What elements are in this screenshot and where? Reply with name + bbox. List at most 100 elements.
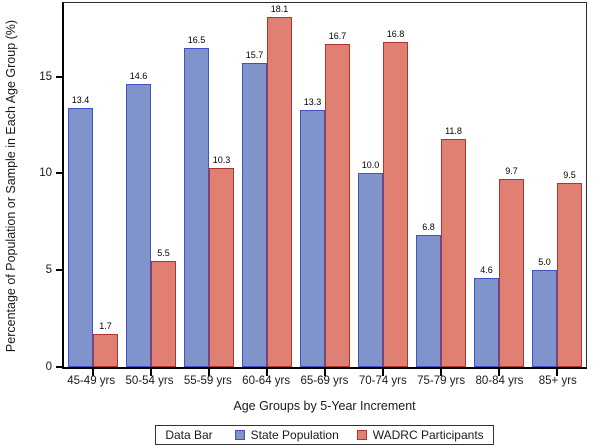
x-tick xyxy=(382,369,384,376)
value-label: 14.6 xyxy=(129,71,148,82)
bar-state-population xyxy=(300,109,325,367)
bar-wadrc-participants xyxy=(325,43,350,367)
value-label: 5.5 xyxy=(157,247,170,258)
legend-title: Data Bar xyxy=(165,428,213,442)
barwrap: 10.3 xyxy=(209,3,234,367)
legend-entry-wadrc-participants: WADRC Participants xyxy=(356,428,484,442)
value-label: 11.8 xyxy=(445,125,462,136)
bar-group-60-64-yrs: 15.7 18.1 xyxy=(238,3,296,367)
x-tick-label: 70-74 yrs xyxy=(358,375,407,387)
value-label: 6.8 xyxy=(422,222,435,233)
legend-entry-state-population: State Population xyxy=(234,428,339,442)
value-label: 13.3 xyxy=(303,96,322,107)
bar-group-85+-yrs: 5.0 9.5 xyxy=(528,3,586,367)
x-tick-label: 85+ yrs xyxy=(538,375,577,387)
value-label: 9.7 xyxy=(505,166,518,177)
x-tick xyxy=(150,369,152,376)
x-tick-label: 65-69 yrs xyxy=(300,375,349,387)
x-axis-labels: 45-49 yrs 50-54 yrs 55-59 yrs 60-64 yrs 65-6… xyxy=(62,375,587,387)
barwrap: 6.8 xyxy=(416,3,441,367)
value-label: 5.0 xyxy=(538,257,551,268)
value-label: 10.3 xyxy=(212,154,231,165)
barwrap: 14.6 xyxy=(126,3,151,367)
bar-wadrc-participants xyxy=(209,167,234,367)
bar-wadrc-participants xyxy=(441,138,466,367)
bar-group-50-54-yrs: 14.6 5.5 xyxy=(122,3,180,367)
x-tick-label: 60-64 yrs xyxy=(242,375,291,387)
value-label: 16.5 xyxy=(187,34,206,45)
barwrap: 13.4 xyxy=(68,3,93,367)
barwrap: 5.0 xyxy=(532,3,557,367)
barwrap: 1.7 xyxy=(93,3,118,367)
bar-state-population xyxy=(68,107,93,367)
bar-state-population xyxy=(126,84,151,367)
y-tick xyxy=(56,366,62,368)
x-tick-label: 45-49 yrs xyxy=(67,375,116,387)
y-tick-label: 0 xyxy=(45,361,52,373)
x-tick-label: 50-54 yrs xyxy=(125,375,174,387)
barwrap: 16.8 xyxy=(383,3,408,367)
bar-state-population xyxy=(416,235,441,367)
bar-state-population xyxy=(184,47,209,367)
bar-group-65-69-yrs: 13.3 16.7 xyxy=(296,3,354,367)
x-tick xyxy=(556,369,558,376)
x-tick xyxy=(208,369,210,376)
value-label: 1.7 xyxy=(99,321,112,332)
x-tick xyxy=(498,369,500,376)
barwrap: 5.5 xyxy=(151,3,176,367)
plot-area: 13.4 1.7 14.6 5.5 16.5 10.3 15.7 18.1 13.3 16.7 10… xyxy=(39,2,587,376)
value-label: 9.5 xyxy=(563,170,576,181)
bar-state-population xyxy=(242,63,267,367)
bar-group-45-49-yrs: 13.4 1.7 xyxy=(64,3,122,367)
y-tick xyxy=(56,269,62,272)
legend-entry-label: State Population xyxy=(250,428,339,442)
barwrap: 11.8 xyxy=(441,3,466,367)
bar-state-population xyxy=(474,277,499,367)
y-tick xyxy=(56,75,62,78)
value-label: 16.7 xyxy=(328,30,347,41)
bar-wadrc-participants xyxy=(151,260,176,367)
barwrap: 13.3 xyxy=(300,3,325,367)
bar-wadrc-participants xyxy=(267,16,292,367)
value-label: 13.4 xyxy=(71,94,90,105)
value-label: 4.6 xyxy=(480,264,493,275)
y-tick-label: 10 xyxy=(39,167,52,180)
barwrap: 9.5 xyxy=(557,3,582,367)
bar-group-55-59-yrs: 16.5 10.3 xyxy=(180,3,238,367)
bar-groups: 13.4 1.7 14.6 5.5 16.5 10.3 15.7 18.1 13.3 16.7 10… xyxy=(64,3,586,367)
bar-wadrc-participants xyxy=(557,183,582,367)
legend-entry-label: WADRC Participants xyxy=(372,428,484,442)
x-tick xyxy=(324,369,326,376)
legend-row: Data Bar State Population WADRC Participa… xyxy=(62,425,587,445)
bar-group-80-84-yrs: 4.6 9.7 xyxy=(470,3,528,367)
x-tick xyxy=(266,369,268,376)
value-label: 18.1 xyxy=(270,3,289,14)
bar-group-70-74-yrs: 10.0 16.8 xyxy=(354,3,412,367)
x-tick-label: 55-59 yrs xyxy=(183,375,232,387)
barwrap: 4.6 xyxy=(474,3,499,367)
legend-swatch-icon xyxy=(356,430,367,440)
x-tick-label: 80-84 yrs xyxy=(475,375,524,387)
y-tick xyxy=(56,172,62,175)
x-tick xyxy=(440,369,442,376)
bar-wadrc-participants xyxy=(93,334,118,367)
legend-swatch-icon xyxy=(234,430,245,440)
x-tick xyxy=(92,369,94,376)
barwrap: 15.7 xyxy=(242,3,267,367)
x-axis-title: Age Groups by 5-Year Increment xyxy=(233,399,416,413)
bar-group-75-79-yrs: 6.8 11.8 xyxy=(412,3,470,367)
bar-state-population xyxy=(358,173,383,367)
barwrap: 9.7 xyxy=(499,3,524,367)
value-label: 10.0 xyxy=(361,160,380,171)
legend-entries: State Population WADRC Participants xyxy=(234,428,484,442)
barwrap: 10.0 xyxy=(358,3,383,367)
value-label: 16.8 xyxy=(386,28,405,39)
barwrap: 16.5 xyxy=(184,3,209,367)
barwrap: 18.1 xyxy=(267,3,292,367)
y-tick-label: 5 xyxy=(45,264,52,277)
bar-wadrc-participants xyxy=(499,179,524,367)
y-tick-label: 15 xyxy=(39,70,52,83)
bar-wadrc-participants xyxy=(383,41,408,367)
barwrap: 16.7 xyxy=(325,3,350,367)
